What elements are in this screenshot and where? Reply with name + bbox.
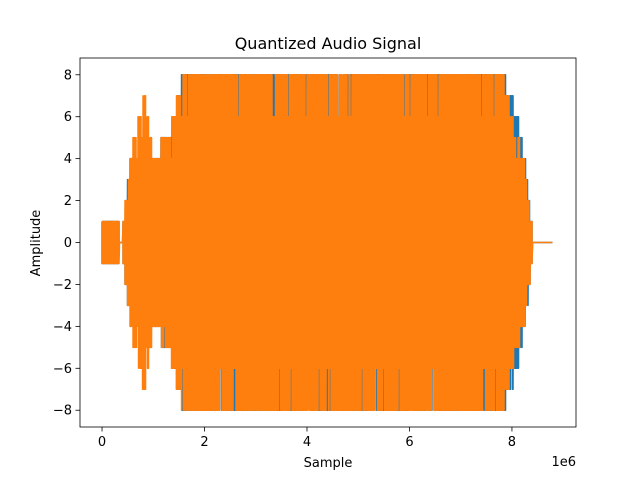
x-tick-label: 6	[405, 435, 413, 450]
y-tick-label: 6	[64, 110, 72, 125]
x-axis-offset-text: 1e6	[551, 455, 576, 470]
x-tick-label: 0	[98, 435, 106, 450]
axes-layer: 0 2 4 6 8 −8 −6 −4 −2 0 2 4 6 8	[53, 57, 577, 450]
y-axis-label: Amplitude	[29, 210, 44, 277]
y-tick-label: 8	[64, 68, 72, 83]
y-tick-label: −2	[53, 278, 72, 293]
y-tick-label: 0	[64, 236, 72, 251]
x-tick-label: 4	[303, 435, 311, 450]
y-tick-label: 4	[64, 152, 72, 167]
x-axis-label: Sample	[304, 456, 353, 471]
chart-title: Quantized Audio Signal	[235, 34, 422, 53]
x-tick-label: 2	[200, 435, 208, 450]
x-tick-label: 8	[508, 435, 516, 450]
y-tick-label: −4	[53, 320, 72, 335]
series-line-2	[101, 74, 553, 411]
y-tick-label: −8	[53, 404, 72, 419]
y-tick-label: −6	[53, 362, 72, 377]
series-layer	[101, 74, 553, 411]
y-tick-label: 2	[64, 194, 72, 209]
